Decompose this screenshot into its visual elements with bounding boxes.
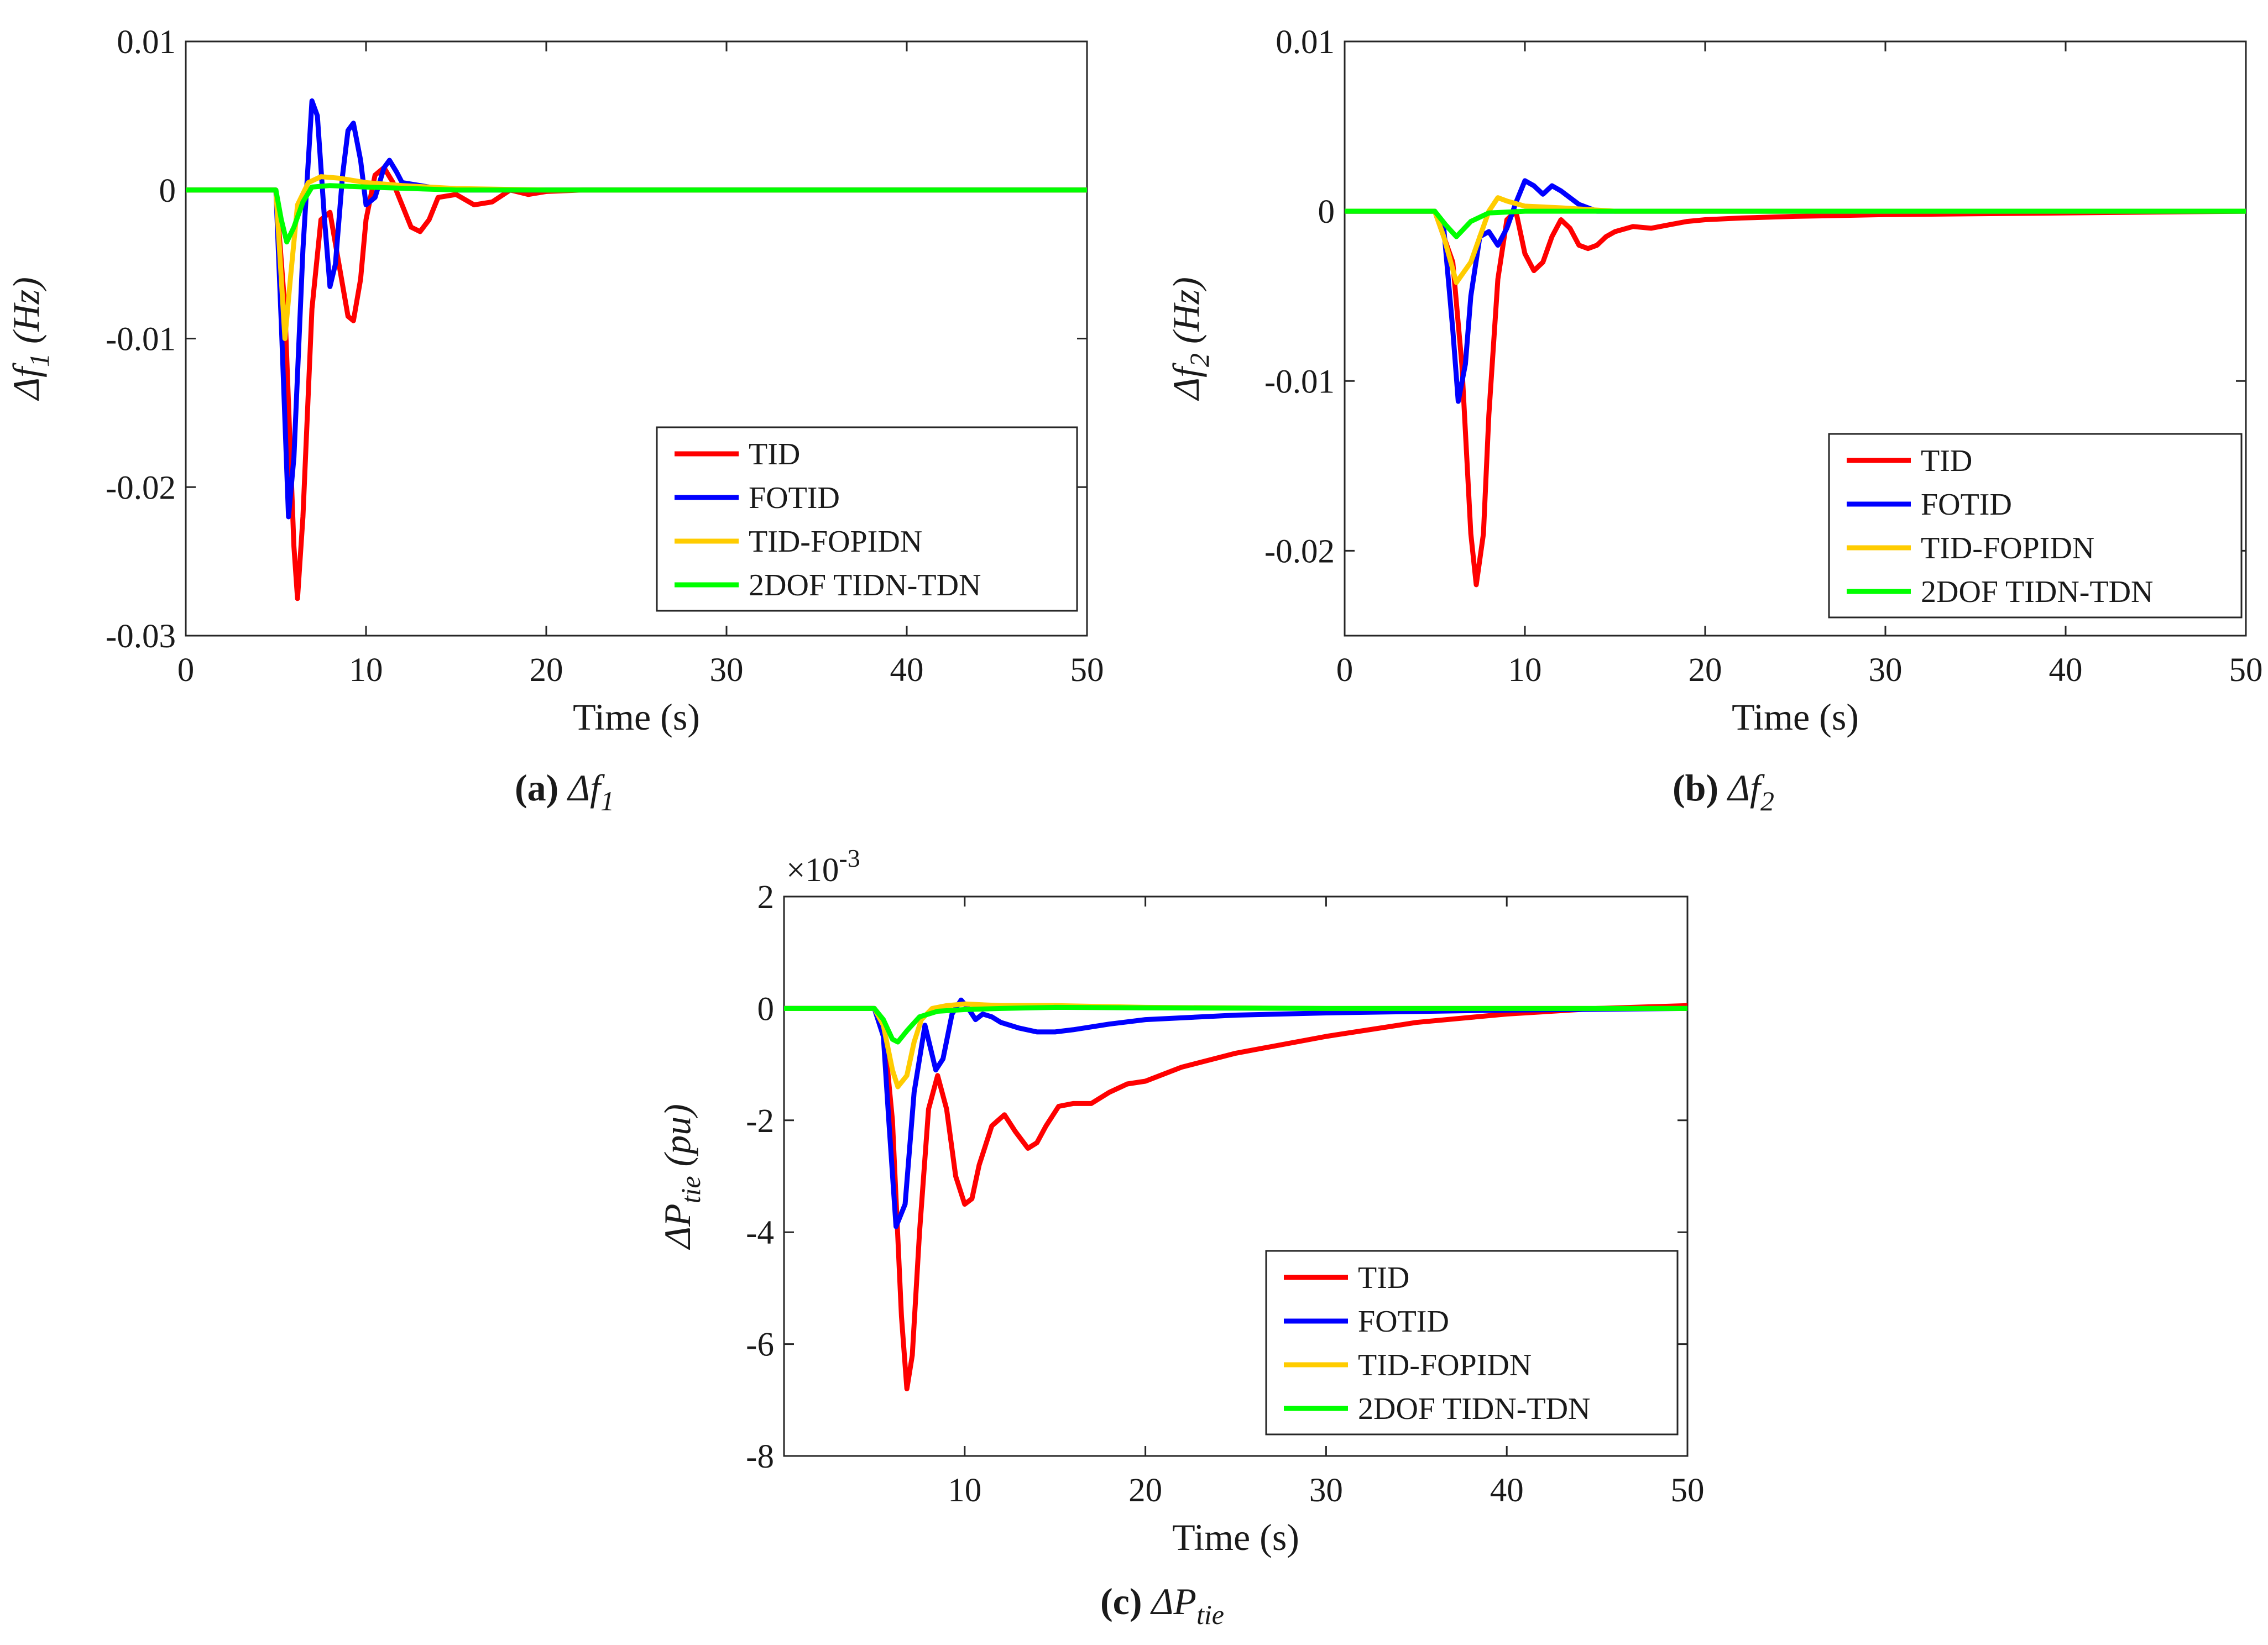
caption-letter: (b) [1673,767,1718,809]
legend-entry: FOTID [1358,1305,1449,1339]
y-label-main: ΔP [656,1203,698,1250]
y-tick-label: -0.02 [106,469,176,506]
x-tick-label: 50 [1671,1472,1705,1509]
series-line-fotid [784,997,1687,1229]
x-tick-label: 50 [1070,652,1104,689]
x-tick-label: 30 [710,652,744,689]
caption-sub: tie [1196,1599,1224,1630]
legend: TID FOTID TID-FOPIDN 2DOF TIDN-TDN [1265,1250,1679,1436]
caption-symbol: Δf [566,767,605,809]
y-tick-label: 0.01 [1276,24,1335,61]
x-tick-label: 30 [1869,652,1903,689]
legend-entry: TID [1921,444,1972,478]
y-label-main: Δf [5,363,47,401]
legend-entry: TID [1358,1261,1409,1295]
legend-entry: 2DOF TIDN-TDN [1921,575,2154,609]
y-tick-label: -0.03 [106,618,176,655]
series-line-2dof-tidn-tdn [784,1004,1687,1045]
x-tick-label: 0 [177,652,195,689]
legend: TID FOTID TID-FOPIDN 2DOF TIDN-TDN [656,426,1078,612]
series-line-tid [1345,208,2246,588]
legend-entry: FOTID [749,481,840,515]
y-exponent-label: ×10-3 [786,844,860,889]
caption-letter: (c) [1100,1580,1142,1622]
chart-caption: (c) ΔPtie [1100,1580,1224,1630]
chart-caption: (b) Δf2 [1673,767,1774,816]
legend-entry: 2DOF TIDN-TDN [1358,1392,1591,1426]
y-label-unit: (Hz) [1165,277,1207,353]
caption-sub: 2 [1760,785,1774,816]
y-tick-label: -0.01 [106,321,176,358]
series-line-2dof-tidn-tdn [1345,208,2246,239]
y-label-unit: (pu) [656,1104,698,1176]
series-line-tid [186,165,1087,601]
x-tick-label: 20 [530,652,563,689]
x-axis-label: Time (s) [1172,1516,1299,1558]
y-tick-label: -0.02 [1264,533,1335,570]
caption-space [1718,767,1728,809]
caption-symbol: Δf [1726,767,1765,809]
chart-caption: (a) Δf1 [515,767,614,816]
exponent-base: ×10 [786,852,839,889]
y-tick-label: -0.01 [1264,363,1335,400]
legend-entry: TID-FOPIDN [1358,1348,1532,1382]
y-axis-label: Δf1 (Hz) [5,277,55,401]
caption-letter: (a) [515,767,558,809]
caption-space [1142,1580,1152,1622]
legend-entry: TID-FOPIDN [1921,531,2094,565]
y-axis-label: Δf2 (Hz) [1165,277,1215,401]
x-tick-label: 40 [2049,652,2083,689]
y-label-sub: tie [675,1176,706,1203]
y-tick-label: 0 [159,172,176,209]
x-tick-label: 50 [2229,652,2263,689]
legend-box [656,426,1078,612]
x-tick-label: 40 [890,652,924,689]
y-tick-label: -6 [746,1327,774,1364]
legend-entry: 2DOF TIDN-TDN [749,568,981,603]
x-tick-label: 30 [1309,1472,1343,1509]
y-label-sub: 1 [24,353,55,367]
y-tick-label: 0 [757,991,775,1028]
y-label-main: Δf [1165,363,1207,401]
series-line-2dof-tidn-tdn [186,183,1087,245]
legend: TID FOTID TID-FOPIDN 2DOF TIDN-TDN [1828,433,2243,619]
caption-sub: 1 [600,785,614,816]
x-tick-label: 20 [1128,1472,1162,1509]
y-label-unit: (Hz) [5,277,47,353]
y-label-sub: 2 [1184,353,1215,367]
y-tick-label: 0 [1318,193,1335,230]
series-group [186,98,1087,601]
series-group [1345,178,2246,588]
x-tick-label: 10 [1508,652,1542,689]
x-axis-label: Time (s) [1732,696,1859,738]
y-tick-label: 2 [757,879,775,916]
y-axis-label: ΔPtie (pu) [656,1104,706,1250]
legend-entry: TID [749,437,800,472]
y-tick-label: -2 [746,1103,774,1140]
x-tick-label: 40 [1490,1472,1524,1509]
legend-entry: TID-FOPIDN [749,525,922,559]
y-tick-label: -4 [746,1214,774,1251]
legend-box [1265,1250,1679,1436]
series-line-tid [784,1003,1687,1392]
y-tick-label: 0.01 [117,24,176,61]
y-tick-label: -8 [746,1438,774,1475]
exponent-power: -3 [839,844,860,872]
legend-entry: FOTID [1921,488,2012,522]
x-tick-label: 10 [349,652,383,689]
caption-space [558,767,568,809]
caption-symbol: ΔP [1150,1580,1196,1622]
x-tick-label: 0 [1336,652,1354,689]
series-group [784,997,1687,1392]
chart-a: 0 10 20 30 40 50 -0.03 -0.02 -0.01 0 0.01 Time (s) Δ… [5,24,1104,816]
x-axis-label: Time (s) [573,696,700,738]
x-tick-label: 20 [1689,652,1722,689]
legend-box [1828,433,2243,619]
x-tick-label: 10 [948,1472,981,1509]
